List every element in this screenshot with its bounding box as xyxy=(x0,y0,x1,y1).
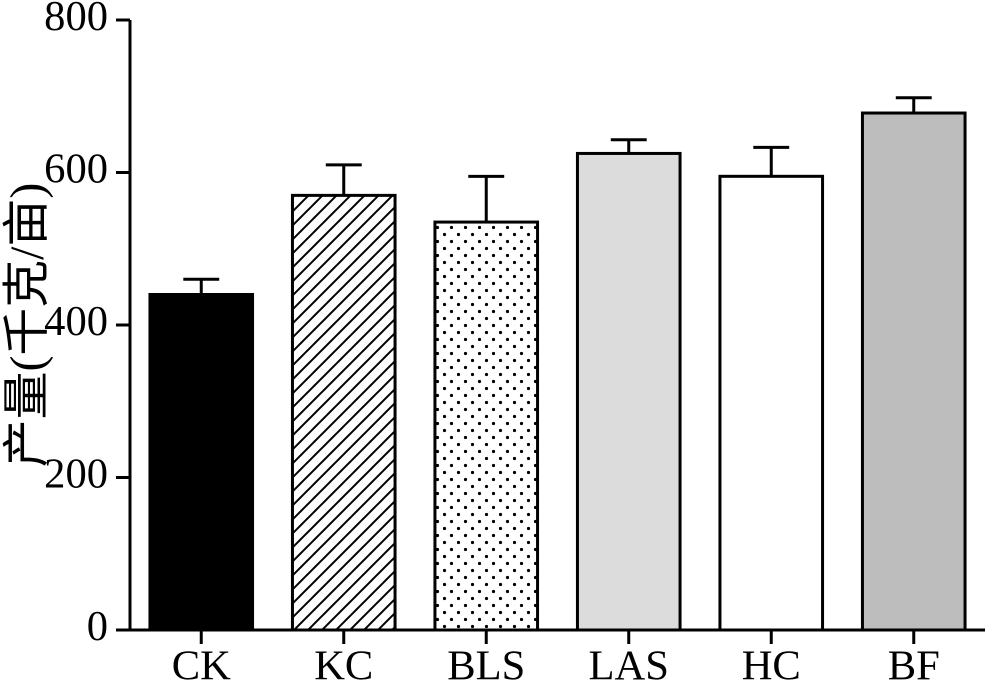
bar-HC xyxy=(720,176,823,630)
x-tick-label: BF xyxy=(888,643,940,687)
bar-CK xyxy=(150,295,253,631)
bar-BF xyxy=(862,113,965,630)
y-tick-label: 0 xyxy=(87,603,108,650)
bar-LAS xyxy=(577,153,680,630)
x-tick-label: KC xyxy=(314,643,373,687)
chart-container: 0200400600800产量(千克/亩)CKKCBLSLASHCBF xyxy=(0,0,1000,687)
bar-KC xyxy=(292,195,395,630)
bar-chart-svg: 0200400600800产量(千克/亩)CKKCBLSLASHCBF xyxy=(0,0,1000,687)
x-tick-label: CK xyxy=(172,643,231,687)
x-tick-label: BLS xyxy=(447,643,525,687)
bar-BLS xyxy=(435,222,538,630)
y-tick-label: 800 xyxy=(44,0,108,40)
x-tick-label: HC xyxy=(742,643,801,687)
x-tick-label: LAS xyxy=(589,643,669,687)
y-axis-label: 产量(千克/亩) xyxy=(1,183,54,468)
